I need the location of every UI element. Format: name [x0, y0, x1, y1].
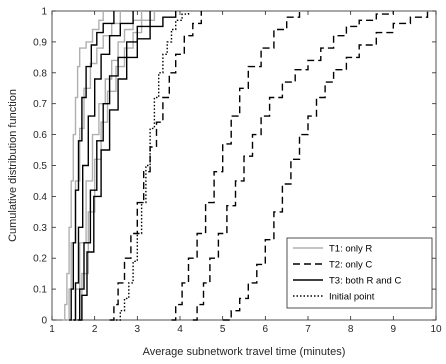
- x-tick-label: 8: [348, 324, 354, 335]
- x-tick-label: 5: [220, 324, 226, 335]
- x-tick-label: 4: [177, 324, 183, 335]
- series-3-line-2: [73, 11, 134, 321]
- series-1-line-4: [77, 11, 156, 321]
- legend: T1: only R T2: only C T3: both R and C Init…: [286, 237, 433, 309]
- series-2-line-2: [171, 11, 301, 321]
- x-tick-label: 9: [391, 324, 397, 335]
- legend-label-3: T3: both R and C: [329, 276, 401, 287]
- y-tick-label: 1: [41, 7, 47, 18]
- x-tick-label: 10: [430, 324, 442, 335]
- legend-label-1: T1: only R: [329, 244, 372, 255]
- y-tick-label: 0.8: [33, 68, 47, 79]
- legend-label-4: Initial point: [329, 292, 375, 303]
- y-tick-label: 0.4: [33, 192, 47, 203]
- y-tick-label: 0.6: [33, 130, 47, 141]
- x-axis-label: Average subnetwork travel time (minutes): [143, 346, 346, 358]
- series-3-line-3: [77, 11, 151, 321]
- y-tick-label: 0.7: [33, 99, 47, 110]
- y-tick-label: 0.3: [33, 223, 47, 234]
- series-2-line-3: [192, 11, 394, 321]
- legend-label-2: T2: only C: [329, 260, 372, 271]
- x-tick-label: 7: [305, 324, 311, 335]
- series-1-line-2: [66, 11, 121, 321]
- y-tick-label: 0: [41, 316, 47, 327]
- y-axis-label: Cumulative distribution function: [7, 89, 19, 242]
- y-tick-label: 0.1: [33, 285, 47, 296]
- x-tick-label: 3: [135, 324, 141, 335]
- y-tick-label: 0.9: [33, 37, 47, 48]
- x-tick-label: 2: [92, 324, 98, 335]
- series-2-line-4: [222, 11, 429, 321]
- series-3-line-1: [69, 11, 115, 321]
- series-3-line-4: [79, 11, 177, 321]
- tick-layer: 1 2 3 4 5 6 7 8 9 10 0 0.1 0.2 0.3 0.4 0.5 0.6 0.7 0.8 0.9 1: [33, 7, 442, 336]
- series-4-line-1: [116, 11, 190, 321]
- y-tick-label: 0.2: [33, 254, 47, 265]
- series-layer: [62, 11, 429, 321]
- y-tick-label: 0.5: [33, 161, 47, 172]
- x-tick-label: 6: [263, 324, 269, 335]
- series-1-line-1: [62, 11, 104, 321]
- x-tick-label: 1: [49, 324, 55, 335]
